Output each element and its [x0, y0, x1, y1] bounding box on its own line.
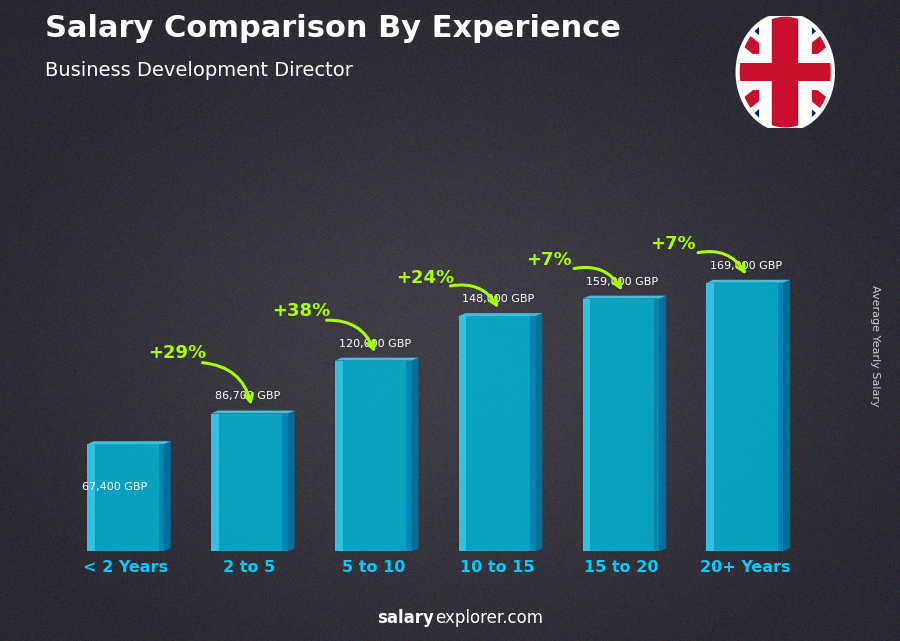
- Bar: [335, 361, 411, 551]
- Polygon shape: [783, 279, 790, 551]
- Polygon shape: [582, 296, 666, 299]
- Text: 159,000 GBP: 159,000 GBP: [586, 276, 659, 287]
- Polygon shape: [660, 296, 666, 551]
- Bar: [459, 316, 466, 551]
- Text: 120,000 GBP: 120,000 GBP: [338, 338, 410, 349]
- Bar: [406, 361, 411, 551]
- Bar: [706, 283, 715, 551]
- Text: 169,000 GBP: 169,000 GBP: [710, 261, 782, 271]
- Bar: [654, 299, 660, 551]
- Text: Salary Comparison By Experience: Salary Comparison By Experience: [45, 14, 621, 43]
- Bar: [335, 361, 343, 551]
- Polygon shape: [164, 441, 171, 551]
- Polygon shape: [536, 313, 543, 551]
- Bar: [530, 316, 536, 551]
- Text: Business Development Director: Business Development Director: [45, 61, 353, 80]
- Text: 148,000 GBP: 148,000 GBP: [463, 294, 535, 304]
- Polygon shape: [335, 358, 419, 361]
- Text: +7%: +7%: [650, 235, 696, 253]
- Bar: [87, 444, 164, 551]
- Text: +24%: +24%: [396, 269, 454, 287]
- Bar: [582, 299, 660, 551]
- Polygon shape: [288, 410, 294, 551]
- Polygon shape: [706, 279, 790, 283]
- Polygon shape: [211, 410, 294, 413]
- Bar: [87, 444, 94, 551]
- Bar: [283, 413, 288, 551]
- Bar: [211, 413, 219, 551]
- Bar: [158, 444, 164, 551]
- Text: +38%: +38%: [273, 303, 330, 320]
- Text: explorer.com: explorer.com: [436, 609, 544, 627]
- Text: salary: salary: [377, 609, 434, 627]
- Text: Average Yearly Salary: Average Yearly Salary: [869, 285, 880, 407]
- Polygon shape: [411, 358, 418, 551]
- Bar: [459, 316, 536, 551]
- Bar: [582, 299, 590, 551]
- Polygon shape: [459, 313, 543, 316]
- Text: 86,700 GBP: 86,700 GBP: [215, 392, 280, 401]
- Bar: [211, 413, 288, 551]
- Polygon shape: [87, 441, 171, 444]
- Bar: [778, 283, 783, 551]
- Text: 67,400 GBP: 67,400 GBP: [82, 483, 148, 492]
- Text: +29%: +29%: [148, 344, 207, 362]
- Bar: [706, 283, 783, 551]
- Text: +7%: +7%: [526, 251, 572, 269]
